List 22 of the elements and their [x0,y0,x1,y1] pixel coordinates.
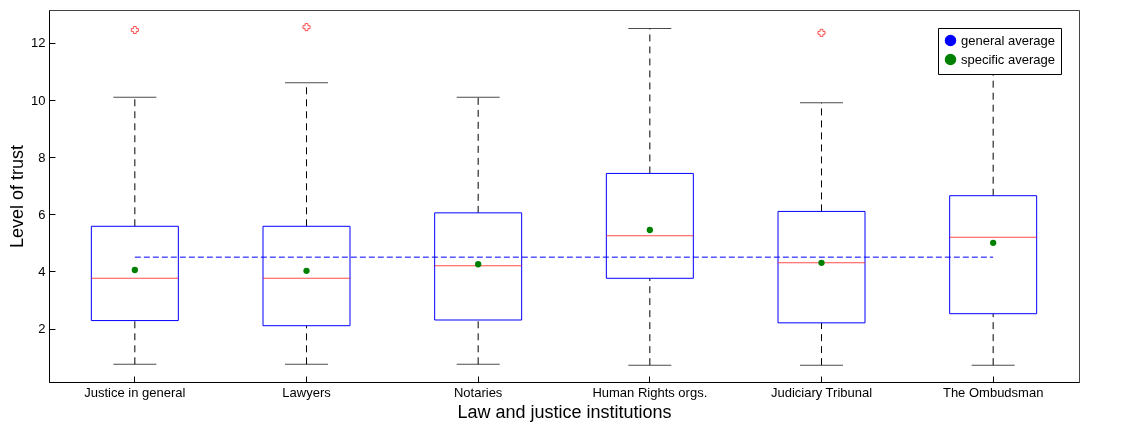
point [990,239,997,247]
y-tick-label: 10 [31,92,46,108]
y-tick-label: 6 [38,206,46,222]
point [303,267,310,275]
x-tick-label: Lawyers [282,384,332,400]
point [646,226,653,234]
legend-label: general average [961,32,1055,48]
x-tick-label: Notaries [453,384,503,400]
y-tick-label: 2 [38,321,46,337]
x-tick-label: Human Rights orgs. [592,384,708,400]
x-axis-title: Law and justice institutions [457,401,672,422]
point [475,261,482,268]
x-tick-label: Judiciary Tribunal [770,384,873,400]
y-tick-label: 12 [31,35,46,51]
x-tick-label: The Ombudsman [942,384,1044,400]
point [818,259,825,267]
x-tick-label: Justice in general [84,384,186,400]
point [131,266,138,274]
legend-label: specific average [961,51,1055,67]
y-axis-title: Level of trust [7,144,28,249]
y-tick-label: 8 [38,149,46,165]
y-tick-label: 4 [38,263,46,279]
